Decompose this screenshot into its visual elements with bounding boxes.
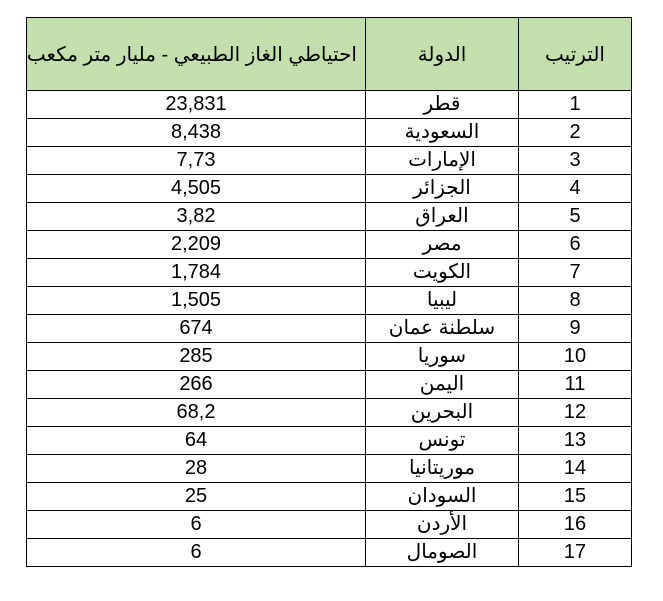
cell-country: الإمارات	[365, 146, 519, 175]
cell-country: الأردن	[365, 510, 519, 539]
header-reserve: احتياطي الغاز الطبيعي - مليار متر مكعب	[26, 17, 366, 91]
cell-country: قطر	[365, 90, 519, 119]
table-row: 7 الكويت 1,784	[26, 258, 632, 287]
cell-rank: 15	[518, 482, 632, 511]
cell-reserve: 28	[26, 454, 366, 483]
cell-country: سلطنة عمان	[365, 314, 519, 343]
cell-reserve: 1,505	[26, 286, 366, 315]
cell-reserve: 23,831	[26, 90, 366, 119]
cell-rank: 12	[518, 398, 632, 427]
cell-rank: 1	[518, 90, 632, 119]
cell-reserve: 25	[26, 482, 366, 511]
cell-country: الكويت	[365, 258, 519, 287]
table-row: 16 الأردن 6	[26, 510, 632, 539]
cell-reserve: 285	[26, 342, 366, 371]
cell-country: تونس	[365, 426, 519, 455]
cell-reserve: 3,82	[26, 202, 366, 231]
cell-rank: 5	[518, 202, 632, 231]
cell-rank: 6	[518, 230, 632, 259]
cell-rank: 10	[518, 342, 632, 371]
table-row: 1 قطر 23,831	[26, 90, 632, 119]
header-country: الدولة	[365, 17, 519, 91]
table-header: الترتيب الدولة احتياطي الغاز الطبيعي - م…	[26, 17, 632, 91]
cell-country: العراق	[365, 202, 519, 231]
cell-rank: 13	[518, 426, 632, 455]
table-row: 2 السعودية 8,438	[26, 118, 632, 147]
cell-reserve: 2,209	[26, 230, 366, 259]
cell-country: ليبيا	[365, 286, 519, 315]
cell-rank: 11	[518, 370, 632, 399]
cell-rank: 14	[518, 454, 632, 483]
header-rank: الترتيب	[518, 17, 632, 91]
cell-rank: 9	[518, 314, 632, 343]
cell-reserve: 7,73	[26, 146, 366, 175]
table-row: 15 السودان 25	[26, 482, 632, 511]
cell-rank: 2	[518, 118, 632, 147]
cell-reserve: 4,505	[26, 174, 366, 203]
table-body: 1 قطر 23,831 2 السعودية 8,438 3 الإمارات 7,73 4 ال…	[26, 90, 632, 567]
gas-reserves-table: الترتيب الدولة احتياطي الغاز الطبيعي - م…	[26, 17, 632, 567]
header-row: الترتيب الدولة احتياطي الغاز الطبيعي - م…	[26, 17, 632, 91]
cell-rank: 4	[518, 174, 632, 203]
cell-rank: 3	[518, 146, 632, 175]
cell-reserve: 266	[26, 370, 366, 399]
table-row: 8 ليبيا 1,505	[26, 286, 632, 315]
table-row: 10 سوريا 285	[26, 342, 632, 371]
cell-country: اليمن	[365, 370, 519, 399]
table-row: 6 مصر 2,209	[26, 230, 632, 259]
table-row: 11 اليمن 266	[26, 370, 632, 399]
cell-reserve: 6	[26, 510, 366, 539]
table-row: 12 البحرين 68,2	[26, 398, 632, 427]
cell-rank: 16	[518, 510, 632, 539]
cell-country: البحرين	[365, 398, 519, 427]
cell-reserve: 68,2	[26, 398, 366, 427]
cell-country: مصر	[365, 230, 519, 259]
table-row: 13 تونس 64	[26, 426, 632, 455]
cell-reserve: 1,784	[26, 258, 366, 287]
table-row: 4 الجزائر 4,505	[26, 174, 632, 203]
table-row: 3 الإمارات 7,73	[26, 146, 632, 175]
cell-country: سوريا	[365, 342, 519, 371]
cell-country: موريتانيا	[365, 454, 519, 483]
table-row: 14 موريتانيا 28	[26, 454, 632, 483]
table-row: 17 الصومال 6	[26, 538, 632, 567]
cell-reserve: 64	[26, 426, 366, 455]
cell-country: الصومال	[365, 538, 519, 567]
cell-reserve: 8,438	[26, 118, 366, 147]
cell-rank: 7	[518, 258, 632, 287]
cell-reserve: 6	[26, 538, 366, 567]
table-row: 9 سلطنة عمان 674	[26, 314, 632, 343]
cell-country: السعودية	[365, 118, 519, 147]
cell-country: السودان	[365, 482, 519, 511]
cell-rank: 8	[518, 286, 632, 315]
cell-rank: 17	[518, 538, 632, 567]
table-row: 5 العراق 3,82	[26, 202, 632, 231]
cell-country: الجزائر	[365, 174, 519, 203]
cell-reserve: 674	[26, 314, 366, 343]
